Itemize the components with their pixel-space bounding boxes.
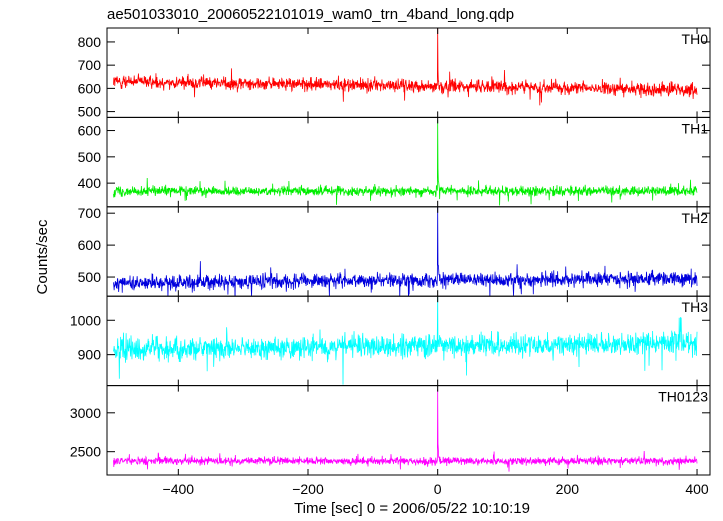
panel-label-th0: TH0: [682, 31, 709, 47]
y-tick-label: 2500: [70, 444, 101, 460]
chart-title: ae501033010_20060522101019_wam0_trn_4ban…: [107, 6, 514, 23]
x-tick-label: 400: [685, 481, 709, 497]
y-tick-label: 900: [78, 347, 102, 363]
panel-frame: [106, 27, 711, 118]
y-tick-label: 800: [78, 34, 102, 50]
y-tick-label: 400: [78, 175, 102, 191]
panel-th0: 500 600 700 800 TH0: [78, 27, 711, 120]
y-tick-label: 500: [78, 104, 102, 120]
panel-label-th2: TH2: [682, 210, 709, 226]
y-tick-label: 500: [78, 149, 102, 165]
series-line-th0: [113, 28, 698, 106]
panel-th2: 500 600 700 TH2: [78, 205, 711, 297]
panel-th1: 400 500 600 TH1: [78, 116, 711, 208]
y-tick-label: 700: [78, 205, 102, 221]
panel-label-th1: TH1: [682, 120, 709, 136]
x-tick-label: 0: [434, 481, 442, 497]
y-axis-label: Counts/sec: [34, 219, 51, 295]
x-axis-label: Time [sec] 0 = 2006/05/22 10:10:19: [294, 500, 530, 516]
y-tick-label: 600: [78, 123, 102, 139]
y-tick-label: 600: [78, 237, 102, 253]
panel-label-th3: TH3: [682, 299, 709, 315]
y-tick-label: 3000: [70, 405, 101, 421]
y-tick-label: 1000: [70, 312, 101, 328]
series-line-th0123: [113, 389, 698, 472]
x-tick-label: −400: [163, 481, 195, 497]
panel-th0123: 2500 3000 TH0123: [70, 385, 711, 476]
y-tick-label: 700: [78, 57, 102, 73]
x-tick-label: 200: [556, 481, 580, 497]
y-tick-label: 500: [78, 269, 102, 285]
series-line-th2: [113, 206, 698, 297]
y-tick-label: 600: [78, 80, 102, 96]
panels-group: 500 600 700 800 TH0 400 500 600 TH1 500 600 700 TH2 9…: [70, 27, 711, 497]
panel-th3: 900 1000 TH3: [70, 295, 711, 387]
x-tick-label: −200: [292, 481, 324, 497]
panel-label-th0123: TH0123: [658, 389, 708, 405]
series-line-th1: [113, 120, 698, 206]
panel-frame: [106, 385, 711, 476]
series-line-th3: [113, 296, 698, 385]
panel-frame: [106, 116, 711, 208]
